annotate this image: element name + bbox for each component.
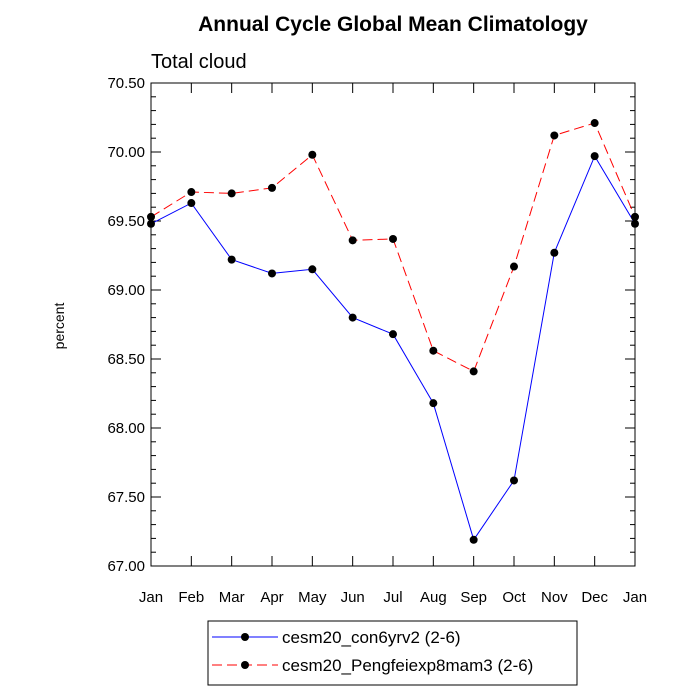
x-tick-label: Apr: [260, 589, 283, 606]
x-tick-label: Aug: [420, 589, 447, 606]
series-2-point: [590, 119, 599, 128]
series-2-point: [389, 234, 397, 243]
legend-marker-series-1: [241, 633, 249, 641]
y-tick-label: 69.50: [107, 213, 145, 230]
series-2-point: [147, 212, 155, 221]
series-layer: [147, 119, 639, 544]
series-1-point: [268, 269, 276, 278]
series-1-line: [150, 154, 636, 541]
series-1-point: [187, 199, 196, 208]
series-2-point: [187, 188, 196, 197]
legend-box: [207, 620, 578, 686]
series-1-point: [308, 265, 317, 274]
x-axis-ticks: Jan Feb Mar Apr May Jun Jul Aug Sep Oct Nov Dec Jan: [139, 83, 647, 606]
x-tick-label: Jun: [341, 589, 365, 606]
x-tick-label: May: [298, 589, 327, 606]
series-1-point: [147, 219, 155, 228]
chart-title: Annual Cycle Global Mean Climatology: [198, 13, 588, 36]
legend-marker-series-2: [241, 661, 249, 669]
series-2-point: [268, 183, 276, 192]
x-tick-label: Sep: [460, 589, 487, 606]
series-1-point: [550, 248, 559, 257]
x-tick-label: Dec: [581, 589, 608, 606]
legend-label-series-2: cesm20_Pengfeiexp8mam3 (2-6): [282, 656, 533, 675]
series-2-point: [348, 236, 357, 245]
plot-frame: [150, 82, 636, 567]
series-1-point: [348, 313, 357, 322]
series-2-point: [469, 367, 478, 376]
legend: cesm20_con6yrv2 (2-6) cesm20_Pengfeiexp8…: [207, 620, 578, 686]
x-tick-label: Oct: [502, 589, 526, 606]
legend-label-series-1: cesm20_con6yrv2 (2-6): [282, 628, 461, 647]
y-tick-label: 67.50: [107, 489, 145, 506]
y-tick-label: 67.00: [107, 558, 145, 575]
x-tick-label: Feb: [178, 589, 204, 606]
x-tick-label: Nov: [541, 589, 568, 606]
series-2-point: [308, 150, 317, 159]
y-tick-label: 69.00: [107, 282, 145, 299]
x-tick-label: Mar: [219, 589, 245, 606]
series-2-point: [510, 262, 518, 271]
series-1-point: [227, 255, 236, 264]
y-axis-label: percent: [51, 303, 67, 350]
x-tick-label: Jan: [623, 589, 647, 606]
series-1-point: [631, 219, 639, 228]
y-axis-ticks: 67.00 67.50 68.00 68.50 69.00 69.50 70.00 70.50: [107, 75, 635, 575]
series-1-point: [389, 330, 397, 339]
y-tick-label: 70.00: [107, 144, 145, 161]
y-tick-label: 70.50: [107, 75, 145, 92]
y-tick-label: 68.50: [107, 351, 145, 368]
y-tick-label: 68.00: [107, 420, 145, 437]
series-2-point: [631, 212, 639, 221]
series-2-point: [429, 346, 438, 355]
series-2-point: [550, 131, 559, 140]
series-1-point: [510, 476, 518, 485]
x-tick-label: Jan: [139, 589, 163, 606]
series-1-point: [590, 152, 599, 161]
series-2-point: [227, 189, 236, 198]
series-1-point: [469, 535, 478, 544]
series-1-point: [429, 399, 438, 408]
x-tick-label: Jul: [383, 589, 402, 606]
chart-subtitle: Total cloud: [151, 51, 247, 73]
